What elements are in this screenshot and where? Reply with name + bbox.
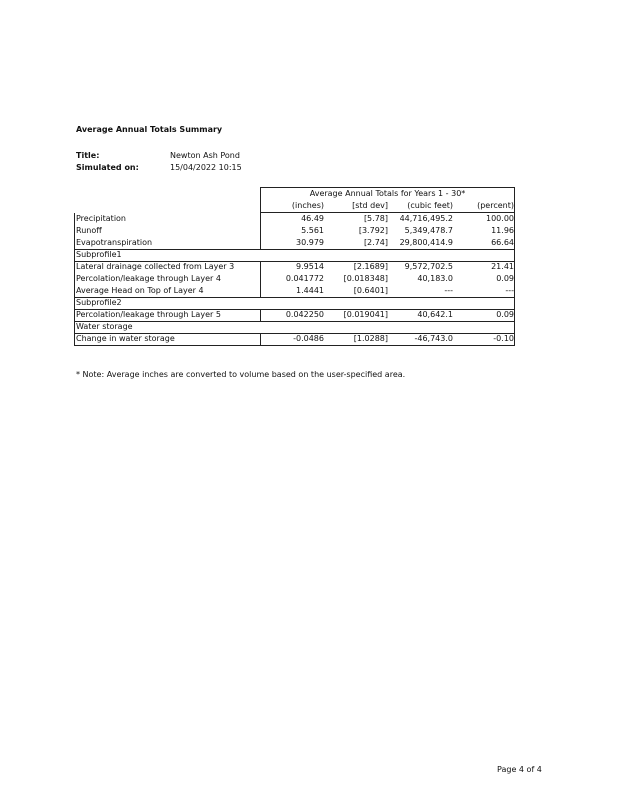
row-label: Evapotranspiration xyxy=(76,238,153,247)
row-value: 5.561 xyxy=(301,226,324,235)
value-cell xyxy=(260,213,515,226)
row-value: [0.018348] xyxy=(343,274,388,283)
row-label: Percolation/leakage through Layer 5 xyxy=(76,310,221,319)
row-value: 46.49 xyxy=(301,214,324,223)
table-bottom xyxy=(74,345,515,346)
row-value: 0.09 xyxy=(496,310,514,319)
table-caption: Average Annual Totals for Years 1 - 30* xyxy=(309,189,466,198)
row-value: -0.0486 xyxy=(293,334,324,343)
info-label: Title: xyxy=(76,151,100,160)
row-value: -0.10 xyxy=(493,334,514,343)
column-header: [std dev] xyxy=(352,201,388,210)
row-value: 30.979 xyxy=(296,238,324,247)
row-value: 100.00 xyxy=(486,214,514,223)
column-header: (percent) xyxy=(477,201,514,210)
row-value: 11.96 xyxy=(491,226,514,235)
value-cell xyxy=(260,237,515,250)
row-value: 9.9514 xyxy=(296,262,324,271)
row-value: -46,743.0 xyxy=(414,334,453,343)
section-row xyxy=(74,321,515,334)
value-cell xyxy=(260,273,515,286)
row-label: Lateral drainage collected from Layer 3 xyxy=(76,262,235,271)
row-value: [1.0288] xyxy=(353,334,388,343)
row-value: [2.1689] xyxy=(353,262,388,271)
row-value: [2.74] xyxy=(363,238,388,247)
table-header-box xyxy=(260,187,515,213)
row-value: 40,183.0 xyxy=(417,274,453,283)
row-value: [0.019041] xyxy=(343,310,388,319)
summary-title: Average Annual Totals Summary xyxy=(76,125,223,134)
row-value: 9,572,702.5 xyxy=(404,262,453,271)
column-header: (cubic feet) xyxy=(407,201,453,210)
table-note: * Note: Average inches are converted to … xyxy=(76,370,406,379)
section-label: Water storage xyxy=(76,322,133,331)
row-value: 5,349,478.7 xyxy=(404,226,453,235)
section-row xyxy=(74,297,515,310)
row-value: 1.4441 xyxy=(296,286,324,295)
info-value: 15/04/2022 10:15 xyxy=(170,163,242,172)
row-value: 44,716,495.2 xyxy=(399,214,453,223)
row-value: 0.041772 xyxy=(285,274,324,283)
value-cell xyxy=(260,261,515,274)
page-footer: Page 4 of 4 xyxy=(497,765,542,774)
section-row xyxy=(74,249,515,262)
section-label: Subprofile1 xyxy=(76,250,122,259)
row-label: Percolation/leakage through Layer 4 xyxy=(76,274,221,283)
info-value: Newton Ash Pond xyxy=(170,151,240,160)
row-value: [3.792] xyxy=(358,226,388,235)
row-value: 29,800,414.9 xyxy=(399,238,453,247)
row-value: 21.41 xyxy=(491,262,514,271)
row-value: [5.78] xyxy=(363,214,388,223)
row-value: --- xyxy=(444,286,453,295)
value-cell xyxy=(260,333,515,346)
value-cell xyxy=(260,225,515,238)
row-label: Runoff xyxy=(76,226,102,235)
row-value: [0.6401] xyxy=(353,286,388,295)
value-cell xyxy=(260,309,515,322)
row-value: 0.042250 xyxy=(285,310,324,319)
row-value: 66.64 xyxy=(491,238,514,247)
section-label: Subprofile2 xyxy=(76,298,122,307)
row-label: Change in water storage xyxy=(76,334,175,343)
info-label: Simulated on: xyxy=(76,163,139,172)
column-header: (inches) xyxy=(291,201,324,210)
row-label: Precipitation xyxy=(76,214,127,223)
row-value: 40,642.1 xyxy=(417,310,453,319)
row-value: --- xyxy=(505,286,514,295)
row-value: 0.09 xyxy=(496,274,514,283)
row-label: Average Head on Top of Layer 4 xyxy=(76,286,204,295)
value-cell xyxy=(260,285,515,298)
